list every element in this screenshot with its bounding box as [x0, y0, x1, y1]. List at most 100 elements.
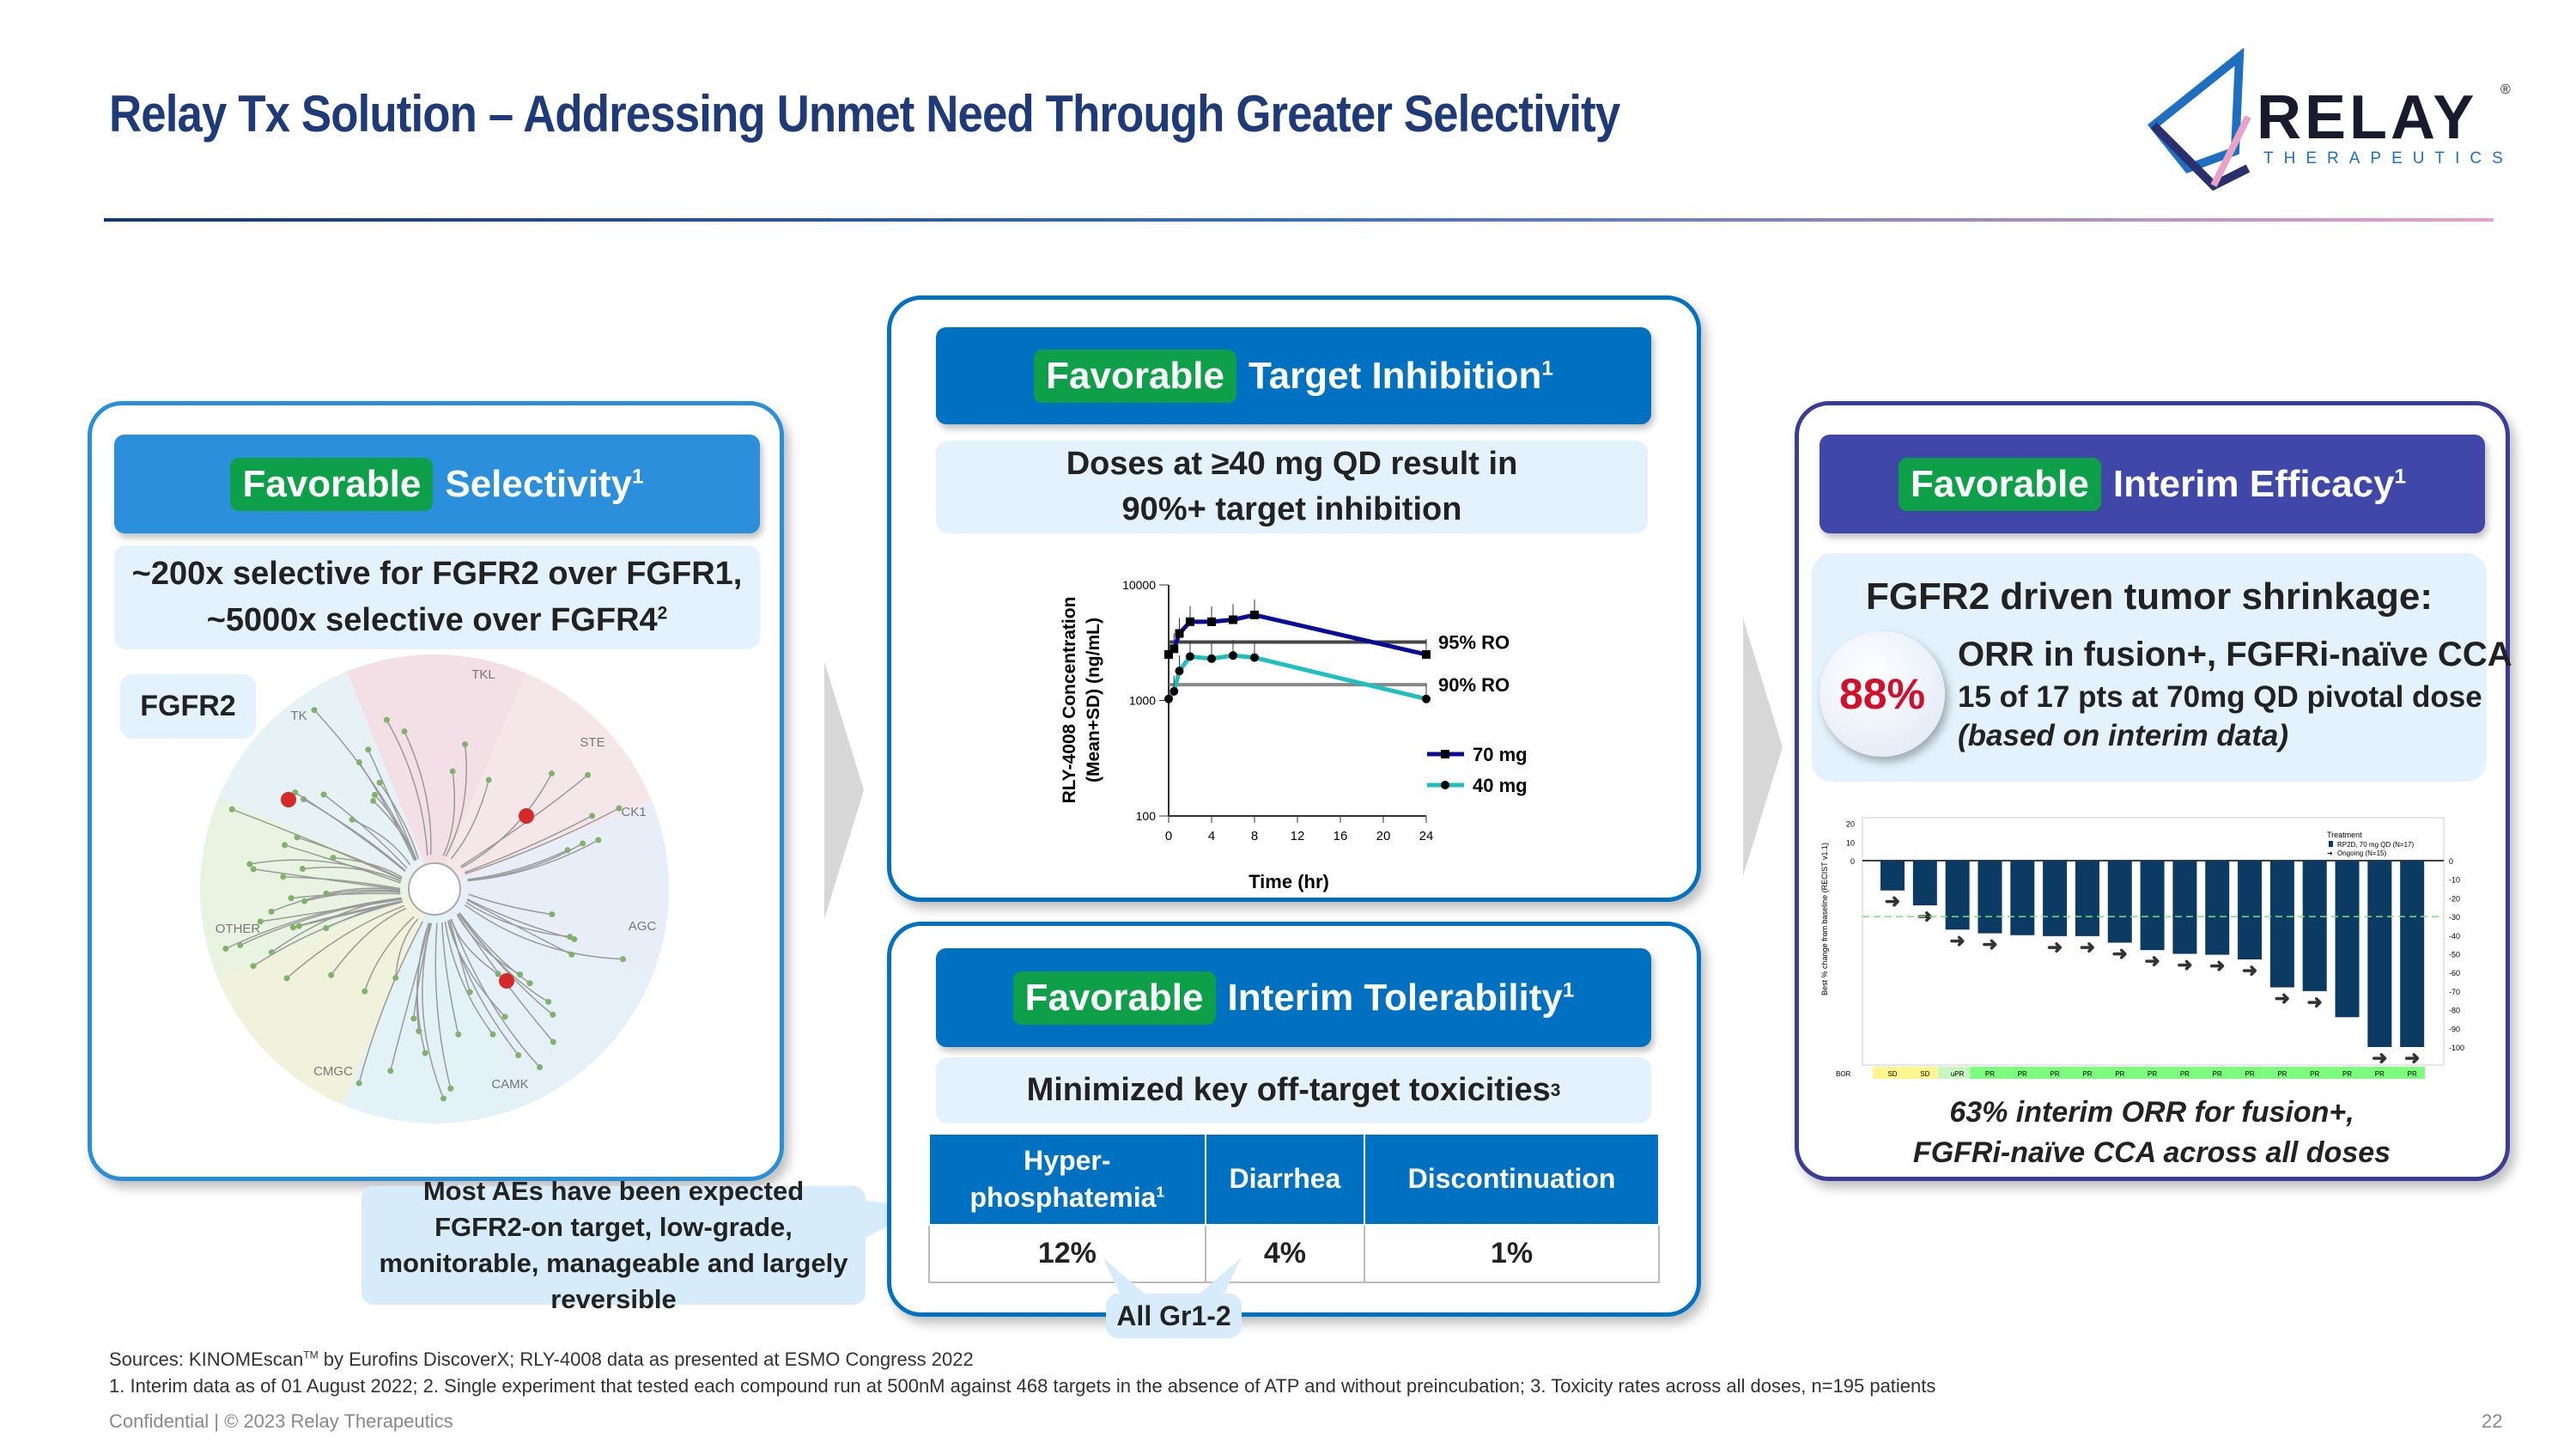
- kinase-node: [268, 949, 275, 956]
- footnote-ref: 1: [632, 464, 644, 488]
- selectivity-line2: ~5000x selective over FGFR4: [206, 601, 658, 638]
- kinase-node: [365, 746, 372, 753]
- confidential-notice: Confidential | © 2023 Relay Therapeutics: [109, 1410, 453, 1432]
- kinase-node: [585, 771, 592, 778]
- right-tick-label: -80: [2449, 1007, 2460, 1015]
- kinase-node: [301, 898, 308, 904]
- footnote-ref: 1: [2394, 464, 2406, 488]
- kinase-node: [288, 895, 295, 902]
- kinase-node: [550, 1011, 556, 1018]
- footnote-ref: 2: [657, 602, 668, 623]
- bar: [2043, 861, 2068, 936]
- legend-label: RP2D, 70 mg QD (N=17): [2337, 841, 2414, 849]
- legend-title: Treatment: [2327, 831, 2362, 839]
- kinase-node: [250, 963, 257, 970]
- favorable-tag: Favorable: [1012, 971, 1216, 1025]
- inhibition-line2: 90%+ target inhibition: [1121, 491, 1462, 527]
- header-label: Target Inhibition: [1249, 354, 1542, 397]
- kinome-branch: [283, 875, 401, 890]
- kinase-node: [526, 980, 533, 987]
- kinome-branch: [459, 912, 531, 984]
- table-cell: 12%: [928, 1224, 1206, 1283]
- bor-cell: [2099, 1067, 2133, 1079]
- kinase-node: [320, 791, 327, 798]
- bar: [2107, 861, 2132, 943]
- kinase-node: [589, 813, 596, 819]
- right-tick-label: -40: [2449, 932, 2460, 941]
- kinome-branch: [351, 819, 411, 866]
- bor-label: PR: [1985, 1070, 1995, 1078]
- relay-logo: RELAY ® THERAPEUTICS: [2136, 47, 2514, 194]
- ongoing-arrow-icon: ➜: [2372, 1047, 2387, 1068]
- pk-chart: 100 1000 10000 0 4 8 12 16 20 24 Time (hr) RLY-4008…: [1060, 578, 1528, 892]
- data-point: [1250, 653, 1259, 662]
- y-tick-label: 20: [1846, 820, 1855, 829]
- header-label: Interim Tolerability: [1227, 976, 1563, 1019]
- efficacy-header: Favorable Interim Efficacy1: [1820, 435, 2485, 533]
- kinome-center: [408, 862, 461, 916]
- kinase-node: [328, 971, 335, 978]
- legend-label: 70 mg: [1473, 744, 1528, 765]
- kinome-branch: [467, 839, 599, 882]
- bor-cell: [2035, 1067, 2068, 1079]
- bor-label: PR: [2148, 1070, 2157, 1078]
- bor-label: PR: [2213, 1070, 2222, 1078]
- kinome-branch: [379, 782, 419, 859]
- kinome-branch: [458, 912, 554, 1015]
- selectivity-header: Favorable Selectivity1: [114, 435, 760, 533]
- kinase-node: [501, 1014, 508, 1020]
- logo-registered: ®: [2500, 82, 2511, 97]
- bor-label: PR: [2180, 1070, 2190, 1078]
- kinome-branch: [465, 807, 620, 874]
- kinome-branch: [445, 744, 467, 857]
- right-tick-label: 0: [2449, 857, 2453, 866]
- waterfall-chart: 20 10 0 0 -10 -20 -30 -40 -50 -60 -70 -80 -90 -100 Bes…: [1820, 817, 2464, 1079]
- x-tick-label: 16: [1334, 829, 1348, 843]
- kinome-branch: [296, 837, 403, 880]
- kinome-sector: [343, 889, 523, 1123]
- kinase-group-label: AGC: [629, 919, 657, 934]
- kinase-node: [489, 1031, 496, 1038]
- bar: [1945, 861, 1970, 930]
- right-tick-label: -30: [2449, 913, 2460, 922]
- data-point: [1422, 649, 1431, 659]
- legend-label: Ongoing (N=15): [2337, 849, 2386, 857]
- kinase-group-label: OTHER: [216, 922, 261, 936]
- kinase-node: [299, 866, 306, 873]
- kinome-branch: [450, 779, 489, 860]
- footnote-ref: 1: [1562, 977, 1575, 1002]
- kinome-branch: [447, 920, 506, 1018]
- bor-label: SD: [1887, 1070, 1897, 1078]
- kinome-sector: [346, 654, 526, 889]
- right-tick-label: -90: [2449, 1025, 2460, 1033]
- kinase-node: [571, 935, 578, 942]
- kinome-sector: [434, 801, 669, 981]
- bor-cell: [1937, 1067, 1971, 1079]
- inhibition-text: Doses at ≥40 mg QD result in 90%+ target…: [936, 441, 1648, 533]
- kinase-node: [282, 842, 289, 849]
- table-header: Diarrhea: [1204, 1133, 1366, 1226]
- kinome-sector: [218, 671, 434, 889]
- bor-cell: [2392, 1067, 2425, 1079]
- kinase-node: [361, 988, 368, 995]
- arrow-chevron-icon: [1743, 618, 1783, 876]
- kinome-branch: [390, 922, 431, 1071]
- ongoing-arrow-icon: ➜: [2047, 936, 2063, 958]
- kinase-node: [370, 797, 377, 804]
- bar: [1912, 861, 1937, 906]
- kinase-node: [455, 1031, 462, 1038]
- kinase-node: [250, 866, 257, 873]
- bar: [1880, 861, 1905, 891]
- kinase-node: [549, 911, 556, 918]
- right-tick-label: -60: [2449, 969, 2460, 977]
- kinome-branch: [468, 893, 552, 916]
- y-tick-label: 1000: [1129, 694, 1156, 708]
- table-cell: 1%: [1364, 1224, 1660, 1283]
- data-point: [1164, 694, 1173, 703]
- favorable-tag: Favorable: [1034, 349, 1237, 403]
- kinome-branch: [395, 918, 419, 978]
- bor-label: PR: [2375, 1070, 2385, 1078]
- kinase-group-label: TKL: [471, 667, 495, 682]
- kinome-branch: [422, 922, 445, 1099]
- logo-wordmark: RELAY: [2257, 83, 2478, 152]
